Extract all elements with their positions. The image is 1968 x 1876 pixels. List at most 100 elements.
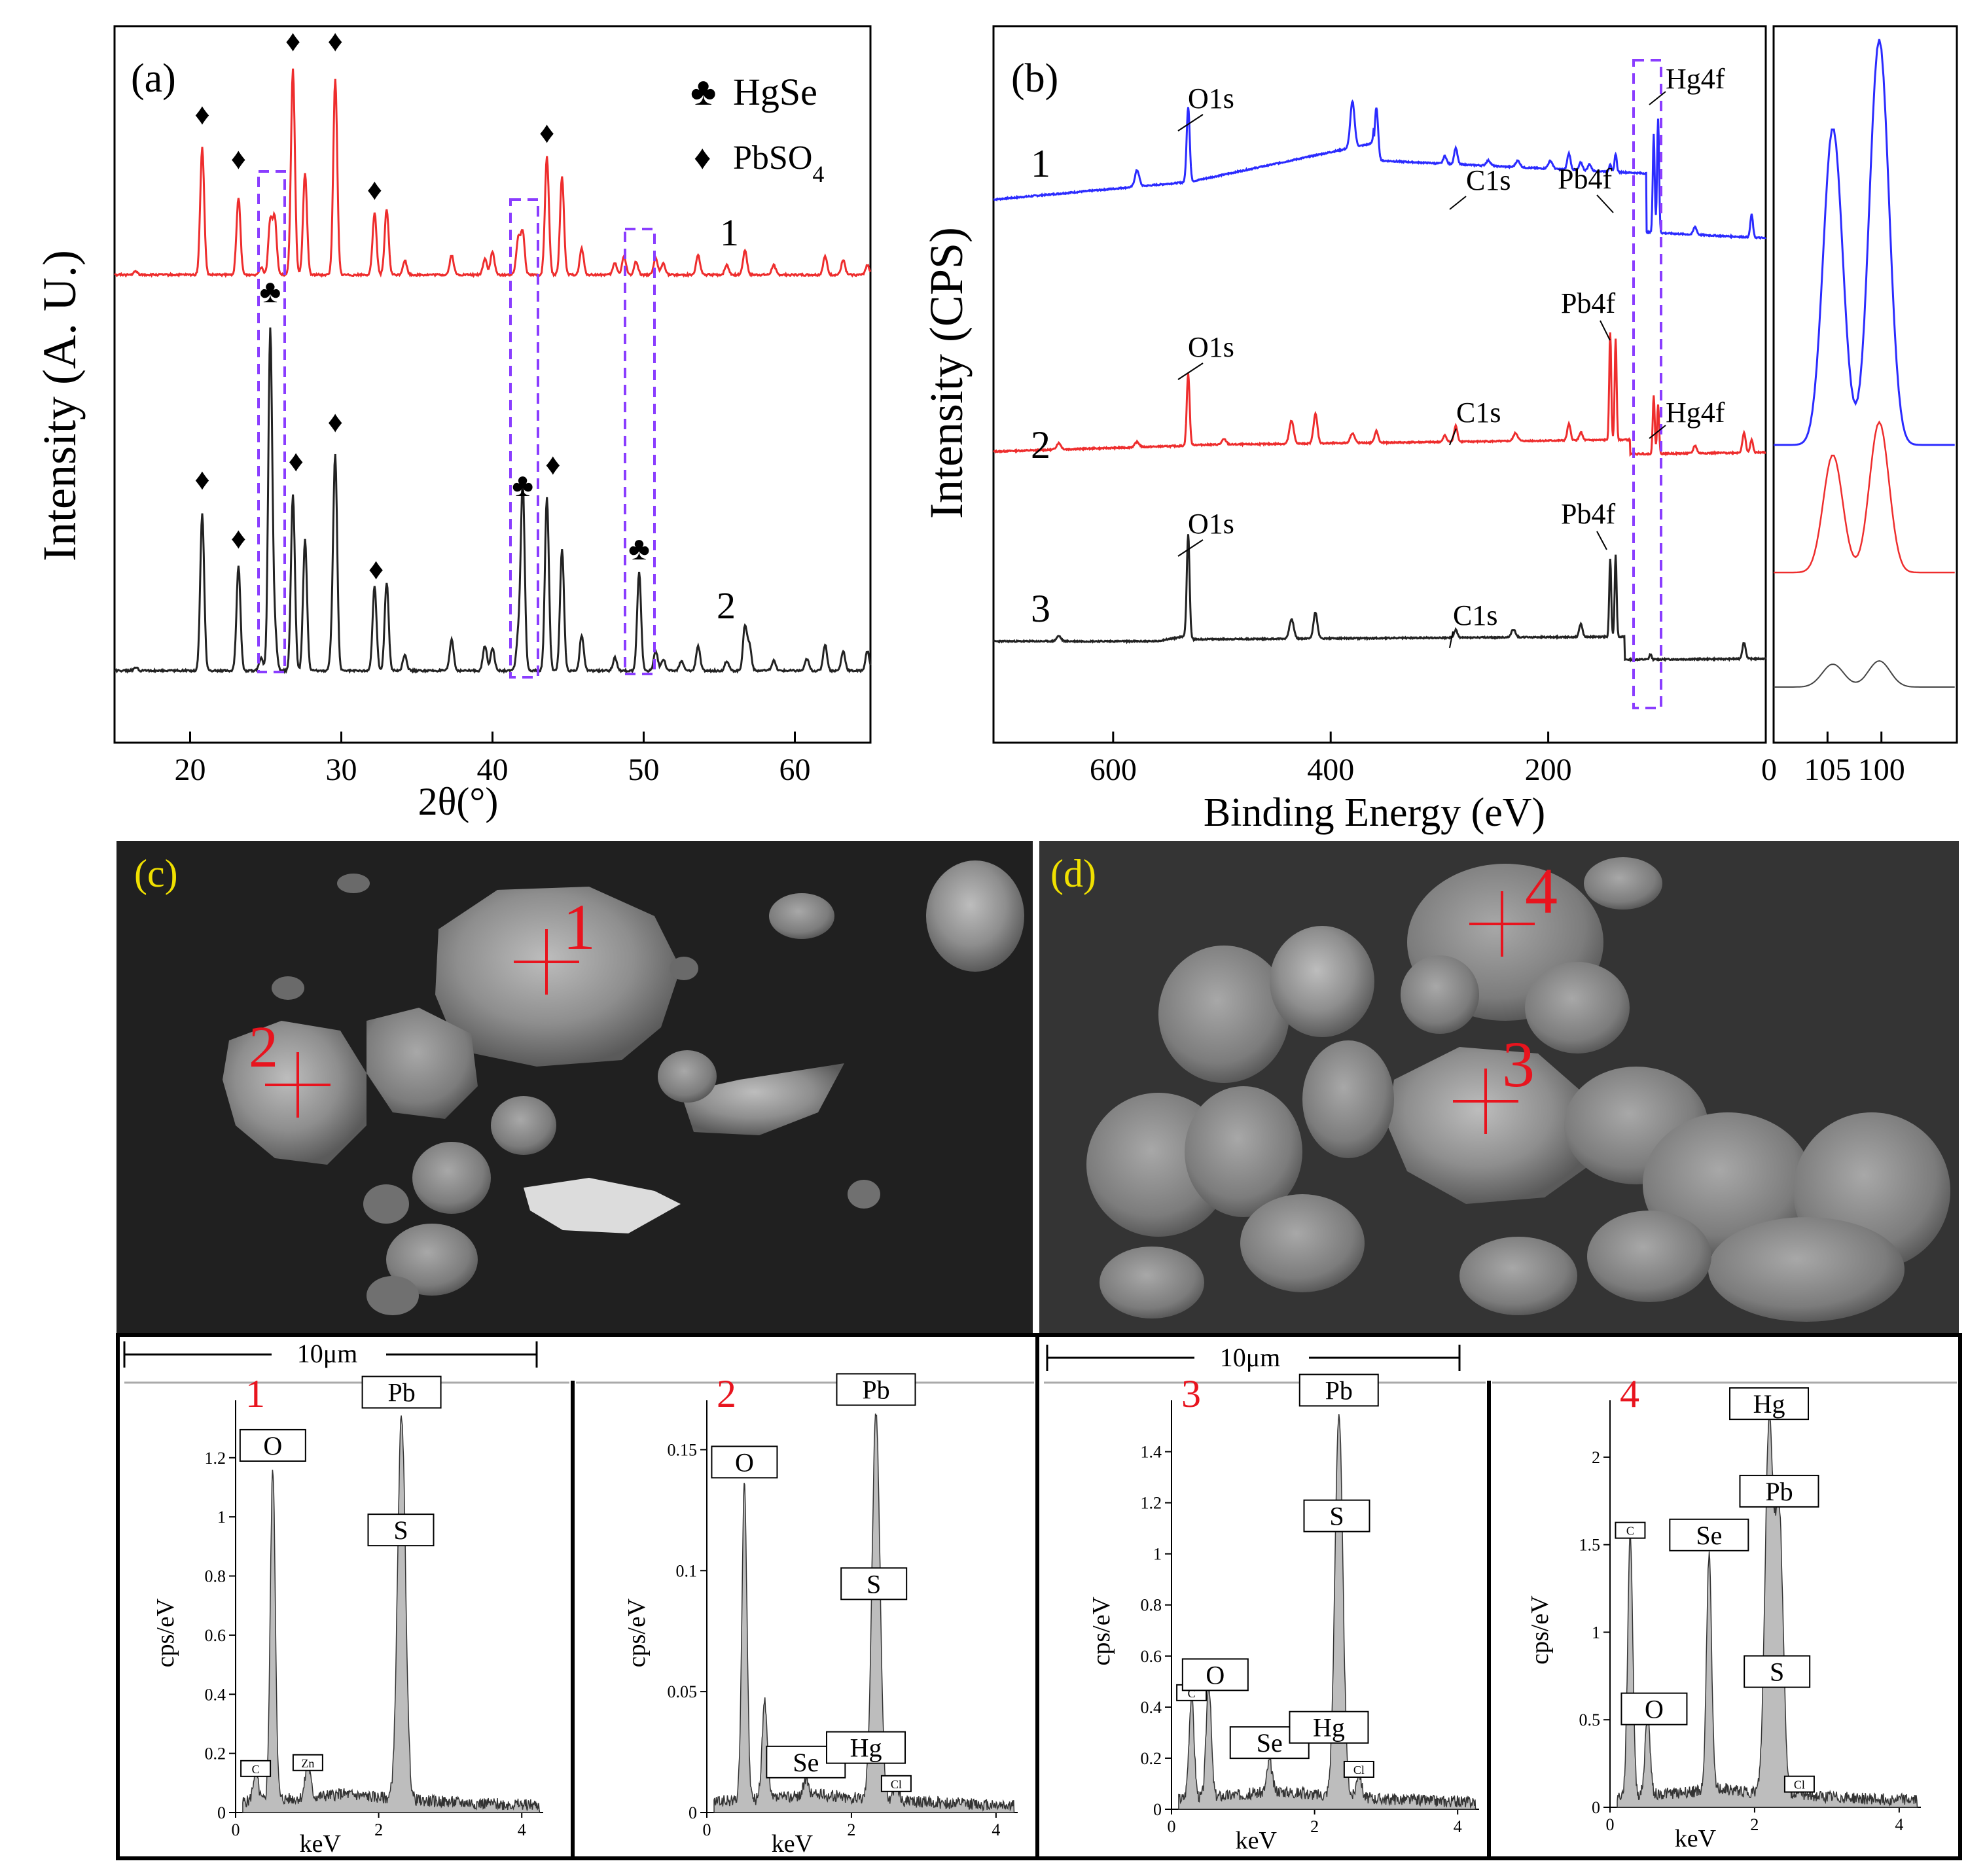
eds-x-tick: 2 [374,1820,383,1839]
panel-b-ylabel: Intensity (CPS) [920,227,973,519]
o1s-label-3: O1s [1188,508,1234,540]
pbso4-marker: ♦ [368,552,384,586]
hgse-marker: ♣ [512,467,533,503]
eds-spectrum-number: 1 [245,1372,265,1415]
xps-curve-2 [993,332,1766,457]
eds-y-tick: 0 [1592,1798,1600,1817]
eds-peak-label: Zn [301,1757,314,1770]
eds-xlabel: keV [1675,1825,1717,1852]
inset-curve-2 [1774,420,1955,574]
eds-y-tick: 0.15 [668,1440,698,1459]
eds-y-tick: 0.8 [1141,1596,1162,1615]
xps-annotations: O1s C1s Pb4f Hg4f O1s C1s Pb4f Hg4f O1s … [1177,63,1725,648]
eds-peak-label: Se [793,1748,819,1777]
eds-y-tick: 0.5 [1579,1710,1601,1729]
highlight-box-hg4f [1632,59,1662,709]
eds-peak-label: Hg [850,1733,882,1763]
panel-b-inset-frame [1772,25,1958,744]
eds-x-tick: 0 [1168,1817,1176,1836]
xrd-curve-1 [114,68,872,278]
panel-b-xps: (b) Intensity (CPS) 600 400 200 0 105 100 Bin… [920,25,1958,835]
eds-peak-label: Pb [862,1375,889,1404]
eds-y-tick: 1.2 [1141,1494,1162,1513]
pb4f-label-1: Pb4f [1558,163,1612,195]
panel-b-xlabel: Binding Energy (eV) [1204,790,1545,835]
point-1-label: 1 [563,891,596,963]
o1s-label-1: O1s [1188,82,1234,115]
pbso4-marker: ♦ [539,116,554,149]
eds-peak-label: O [735,1447,754,1477]
point-1-marker [514,929,579,995]
panel-a-frame [113,25,872,744]
c1s-label-2: C1s [1456,397,1501,429]
eds-y-tick: 0.6 [1141,1647,1162,1666]
eds-ylabel: cps/eV [1526,1595,1554,1665]
eds-peak-label: O [1206,1660,1225,1690]
eds-ylabel: cps/eV [1088,1596,1115,1665]
pbso4-marker: ♦ [328,405,343,438]
highlight-box-25 [257,170,286,673]
point-2-marker [265,1052,331,1118]
eds-peak-label: Pb [1325,1376,1353,1406]
eds-y-tick: 0.4 [205,1685,226,1704]
eds-spectrum-2: 0 0.05 0.1 0.15 0 2 4 keV cps/eV 2 O Se Hg Pb S Cl [576,1372,1034,1858]
eds-y-tick: 0.4 [1141,1698,1162,1717]
eds-xlabel: keV [1236,1827,1278,1854]
eds-y-tick: 0.1 [676,1561,698,1580]
eds-y-tick: 0 [217,1803,226,1822]
eds-peak-label: S [1770,1657,1784,1687]
panel-a-x-tick: 20 [175,752,206,787]
eds-y-tick: 1.4 [1141,1443,1162,1462]
eds-ylabel: cps/eV [623,1598,651,1667]
panel-a-x-tick: 50 [628,752,660,787]
eds-spectrum-4: 0 0.5 1 1.5 2 0 2 4 keV cps/eV 4 C O Se Hg Pb S Cl [1492,1372,1957,1852]
eds-peak-label: Cl [891,1778,902,1791]
xrd-label-2: 2 [717,584,736,627]
eds-spectrum-area [1178,1414,1476,1810]
eds-peak-label: Hg [1313,1713,1345,1743]
pbso4-marker: ♦ [545,448,560,481]
panel-a-x-tick: 30 [326,752,357,787]
eds-y-tick: 1 [217,1508,226,1527]
panel-b-x-axis: 600 400 200 0 105 100 [1090,732,1905,787]
legend-hgse: HgSe [733,71,817,113]
eds-y-tick: 0.8 [205,1567,226,1586]
eds-spectrum-3: 00.20.40.60.811.21.40 2 4keVcps/eV3COSeHgP… [1044,1372,1486,1854]
eds-y-tick: 1.5 [1579,1536,1601,1555]
eds-spectrum-1: 0 0.2 0.4 0.6 0.8 1 1.2 0 2 4 keV cps/eV 1 C O Zn Pb S [124,1372,569,1858]
eds-peak-label: S [393,1515,408,1545]
panel-c-label: (c) [134,852,178,895]
panel-b-x-tick: 0 [1761,752,1777,787]
scale-bar-c: 10μm [297,1339,358,1368]
point-3-label: 3 [1502,1028,1535,1101]
xrd-label-1: 1 [720,211,739,254]
eds-peak-label: Hg [1753,1389,1785,1419]
eds-x-tick: 4 [992,1820,1000,1839]
scale-bar-d: 10μm [1220,1343,1281,1372]
xps-curve-3 [992,534,1767,663]
xps-label-3: 3 [1031,587,1050,630]
inset-x-tick: 100 [1858,752,1905,787]
pbso4-marker: ♦ [231,522,246,555]
hgse-marker: ♣ [628,530,650,567]
eds-peak-label: Cl [1353,1763,1365,1777]
eds-x-tick: 4 [518,1820,526,1839]
hgse-marker: ♣ [260,273,281,310]
pbso4-marker: ♦ [288,444,303,478]
eds-x-tick: 4 [1454,1817,1462,1836]
o1s-label-2: O1s [1188,331,1234,363]
eds-y-tick: 0.05 [668,1682,698,1701]
eds-y-tick: 2 [1592,1448,1600,1467]
eds-xlabel: keV [772,1830,814,1858]
panel-b-x-tick: 400 [1307,752,1354,787]
point-4-marker [1469,891,1535,957]
eds-peak-label: O [1645,1695,1664,1724]
panel-a-xrd: (a) Intensity (A. U.) 20 30 40 50 60 2θ(°) ♣… [33,24,872,823]
xrd-curve-2 [113,327,872,675]
panel-b-x-tick: 600 [1090,752,1137,787]
eds-spectrum-number: 2 [717,1372,736,1415]
eds-peak-label: C [252,1763,260,1776]
eds-spectrum-number: 4 [1620,1372,1639,1415]
eds-spectrum-number: 3 [1181,1372,1201,1415]
